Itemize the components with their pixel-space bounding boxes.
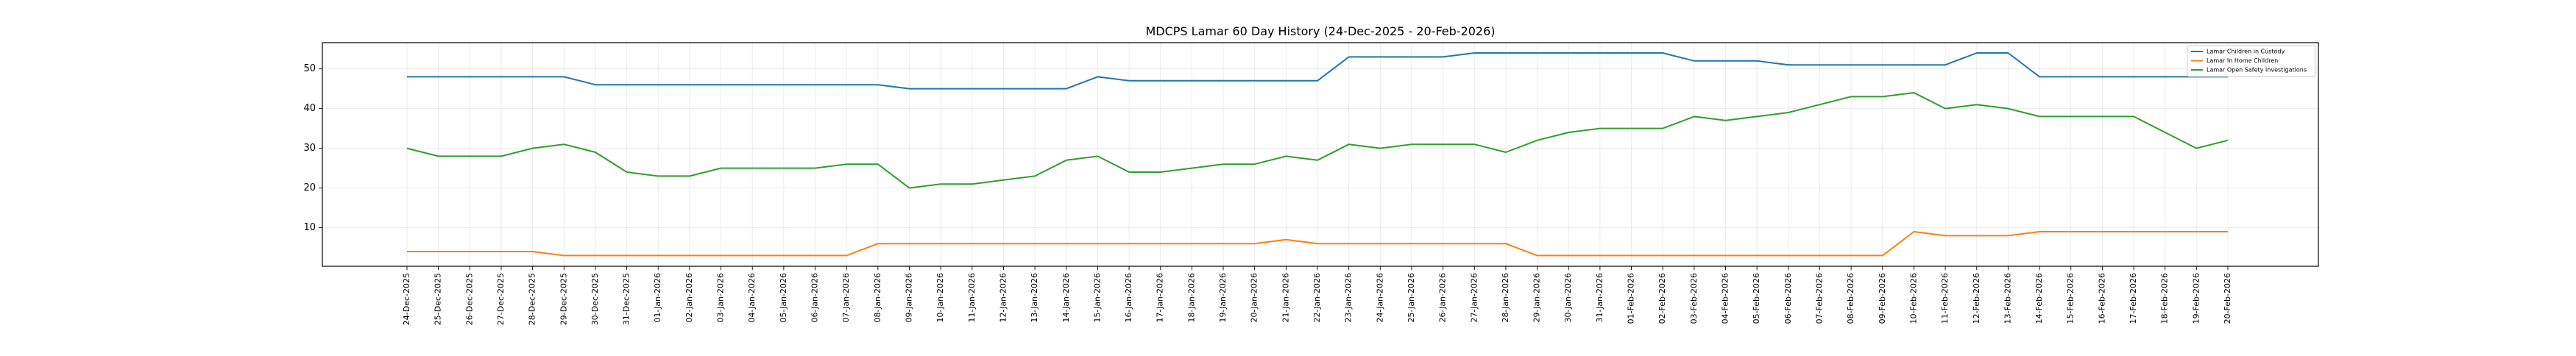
x-tick-label: 26-Jan-2026 — [1438, 273, 1448, 323]
x-tick-label: 12-Feb-2026 — [1972, 273, 1981, 324]
x-tick-label: 04-Jan-2026 — [747, 273, 757, 323]
x-tick-label: 06-Feb-2026 — [1783, 273, 1793, 324]
gridlines — [322, 43, 2318, 266]
x-tick-label: 23-Jan-2026 — [1344, 273, 1354, 323]
legend: Lamar Children in Custody Lamar In Home C… — [2187, 46, 2315, 76]
x-tick-label: 14-Jan-2026 — [1061, 273, 1071, 323]
x-tick-label: 03-Jan-2026 — [716, 273, 726, 323]
x-tick-label: 04-Feb-2026 — [1721, 273, 1730, 324]
x-tick-label: 22-Jan-2026 — [1312, 273, 1322, 323]
y-tick-label: 50 — [303, 63, 316, 74]
legend-label: Lamar Children in Custody — [2207, 49, 2285, 55]
x-tick-label: 01-Jan-2026 — [653, 273, 662, 323]
x-tick-label: 13-Feb-2026 — [2003, 273, 2012, 324]
y-tick-label: 10 — [303, 222, 316, 233]
x-tick-label: 25-Jan-2026 — [1406, 273, 1416, 323]
x-tick-label: 25-Dec-2025 — [434, 273, 443, 325]
x-tick-label: 05-Jan-2026 — [779, 273, 788, 323]
x-tick-label: 19-Feb-2026 — [2191, 273, 2201, 324]
x-tick-label: 20-Jan-2026 — [1250, 273, 1259, 323]
x-tick-label: 17-Feb-2026 — [2129, 273, 2138, 324]
x-tick-label: 05-Feb-2026 — [1752, 273, 1761, 324]
x-tick-label: 31-Jan-2026 — [1595, 273, 1604, 323]
x-tick-label: 11-Jan-2026 — [967, 273, 977, 323]
x-tick-label: 10-Feb-2026 — [1908, 273, 1918, 324]
x-tick-label: 27-Jan-2026 — [1469, 273, 1479, 323]
x-tick-label: 15-Feb-2026 — [2066, 273, 2076, 324]
x-tick-label: 19-Jan-2026 — [1218, 273, 1228, 323]
plot-area-frame — [322, 43, 2318, 266]
x-tick-label: 16-Jan-2026 — [1124, 273, 1133, 323]
x-tick-label: 17-Jan-2026 — [1156, 273, 1165, 323]
x-tick-label: 12-Jan-2026 — [998, 273, 1008, 323]
y-tick-label: 40 — [303, 103, 316, 114]
x-tick-label: 20-Feb-2026 — [2223, 273, 2232, 324]
x-tick-label: 21-Jan-2026 — [1281, 273, 1290, 323]
x-tick-label: 09-Jan-2026 — [904, 273, 913, 323]
x-tick-label: 10-Jan-2026 — [935, 273, 945, 323]
x-tick-label: 01-Feb-2026 — [1627, 273, 1636, 324]
x-tick-label: 07-Jan-2026 — [841, 273, 851, 323]
x-tick-label: 24-Dec-2025 — [402, 273, 411, 325]
y-tick-label: 20 — [303, 182, 316, 193]
x-tick-label: 11-Feb-2026 — [1940, 273, 1950, 324]
legend-label: Lamar In Home Children — [2207, 57, 2278, 64]
x-tick-label: 31-Dec-2025 — [622, 273, 631, 325]
x-tick-label: 06-Jan-2026 — [810, 273, 820, 323]
x-axis: 24-Dec-2025 25-Dec-2025 26-Dec-2025 27-Dec-… — [402, 266, 2232, 325]
x-tick-label: 18-Jan-2026 — [1186, 273, 1196, 323]
x-tick-label: 03-Feb-2026 — [1689, 273, 1699, 324]
x-tick-label: 13-Jan-2026 — [1030, 273, 1039, 323]
x-tick-label: 24-Jan-2026 — [1375, 273, 1384, 323]
legend-label: Lamar Open Safety Investigations — [2207, 67, 2307, 74]
x-tick-label: 08-Feb-2026 — [1846, 273, 1855, 324]
x-tick-label: 28-Jan-2026 — [1501, 273, 1510, 323]
x-tick-label: 27-Dec-2025 — [496, 273, 506, 325]
y-tick-label: 30 — [303, 143, 316, 154]
x-tick-label: 29-Jan-2026 — [1532, 273, 1542, 323]
chart-title: MDCPS Lamar 60 Day History (24-Dec-2025 … — [1145, 24, 1495, 38]
x-tick-label: 02-Jan-2026 — [684, 273, 694, 323]
x-tick-label: 30-Jan-2026 — [1563, 273, 1573, 323]
x-tick-label: 16-Feb-2026 — [2097, 273, 2106, 324]
x-tick-label: 09-Feb-2026 — [1878, 273, 1887, 324]
x-tick-label: 18-Feb-2026 — [2160, 273, 2170, 324]
x-tick-label: 28-Dec-2025 — [528, 273, 537, 325]
x-tick-label: 08-Jan-2026 — [873, 273, 882, 323]
x-tick-label: 14-Feb-2026 — [2034, 273, 2044, 324]
x-tick-label: 15-Jan-2026 — [1092, 273, 1102, 323]
x-tick-label: 30-Dec-2025 — [590, 273, 600, 325]
x-tick-label: 29-Dec-2025 — [559, 273, 568, 325]
x-tick-label: 07-Feb-2026 — [1814, 273, 1824, 324]
x-tick-label: 02-Feb-2026 — [1657, 273, 1667, 324]
y-axis: 10 20 30 40 50 — [303, 63, 322, 233]
x-tick-label: 26-Dec-2025 — [464, 273, 474, 325]
